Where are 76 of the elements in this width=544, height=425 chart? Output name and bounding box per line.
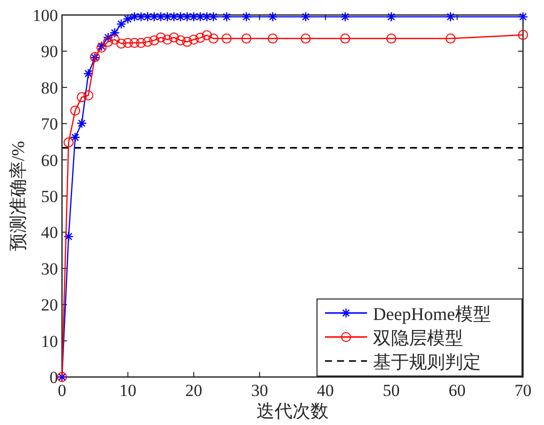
point xyxy=(103,36,114,47)
x-tick-label: 40 xyxy=(316,381,334,400)
y-tick-label: 30 xyxy=(41,259,58,278)
point xyxy=(129,38,140,48)
y-tick-label: 100 xyxy=(32,6,58,25)
point xyxy=(63,231,74,242)
point xyxy=(116,38,126,49)
point xyxy=(208,12,219,22)
point xyxy=(300,12,311,22)
y-tick-label: 20 xyxy=(41,296,58,315)
point xyxy=(162,12,172,22)
point xyxy=(188,34,199,45)
point xyxy=(188,12,199,22)
point xyxy=(340,12,350,22)
y-tick-label: 60 xyxy=(41,150,58,170)
x-axis-title: 迭代次数 xyxy=(256,401,328,421)
x-tick-label: 60 xyxy=(448,381,466,400)
point xyxy=(446,34,456,44)
point xyxy=(202,30,212,40)
point xyxy=(518,12,528,22)
legend-label: 基于规则判定 xyxy=(373,352,481,372)
point xyxy=(149,35,160,46)
point xyxy=(162,34,172,45)
point xyxy=(83,90,94,100)
point xyxy=(386,34,396,44)
point xyxy=(142,36,153,47)
point xyxy=(208,34,218,44)
point xyxy=(70,132,80,142)
point xyxy=(300,34,311,44)
y-tick-label: 40 xyxy=(41,223,58,242)
point xyxy=(156,32,166,42)
y-tick-label: 50 xyxy=(41,187,58,206)
point xyxy=(76,118,87,128)
y-tick-label: 70 xyxy=(41,114,58,134)
y-tick-label: 0 xyxy=(50,368,58,387)
point xyxy=(156,12,166,22)
point xyxy=(136,12,146,22)
point xyxy=(222,34,232,44)
point xyxy=(518,30,528,40)
point xyxy=(195,32,206,43)
point xyxy=(176,35,186,46)
point xyxy=(241,34,252,44)
point xyxy=(202,12,212,22)
point xyxy=(222,12,232,22)
point xyxy=(168,32,179,42)
x-tick-label: 50 xyxy=(382,381,400,400)
point xyxy=(175,12,186,22)
x-tick-label: 70 xyxy=(514,381,532,400)
x-tick-label: 10 xyxy=(119,381,136,400)
point xyxy=(136,38,146,48)
point xyxy=(64,137,74,148)
point xyxy=(386,12,396,22)
point xyxy=(445,12,456,22)
point xyxy=(110,34,120,45)
point xyxy=(241,12,252,22)
y-tick-label: 80 xyxy=(41,78,58,98)
y-tick-label: 10 xyxy=(41,332,58,351)
legend-label: DeepHome模型 xyxy=(373,304,491,324)
point xyxy=(149,12,160,22)
point xyxy=(182,36,192,47)
point xyxy=(182,12,192,22)
x-tick-label: 20 xyxy=(185,381,202,400)
point xyxy=(142,12,153,22)
point xyxy=(122,38,133,48)
point xyxy=(168,12,180,22)
x-tick-label: 30 xyxy=(251,381,268,400)
legend-label: 双隐层模型 xyxy=(373,328,463,348)
point xyxy=(70,106,80,116)
point xyxy=(268,34,278,44)
point xyxy=(83,68,94,79)
point xyxy=(195,12,206,22)
point xyxy=(76,92,87,102)
y-axis-title: 预测准确率/% xyxy=(8,141,28,251)
point xyxy=(340,34,350,44)
point xyxy=(268,12,278,22)
y-tick-label: 90 xyxy=(41,42,58,62)
